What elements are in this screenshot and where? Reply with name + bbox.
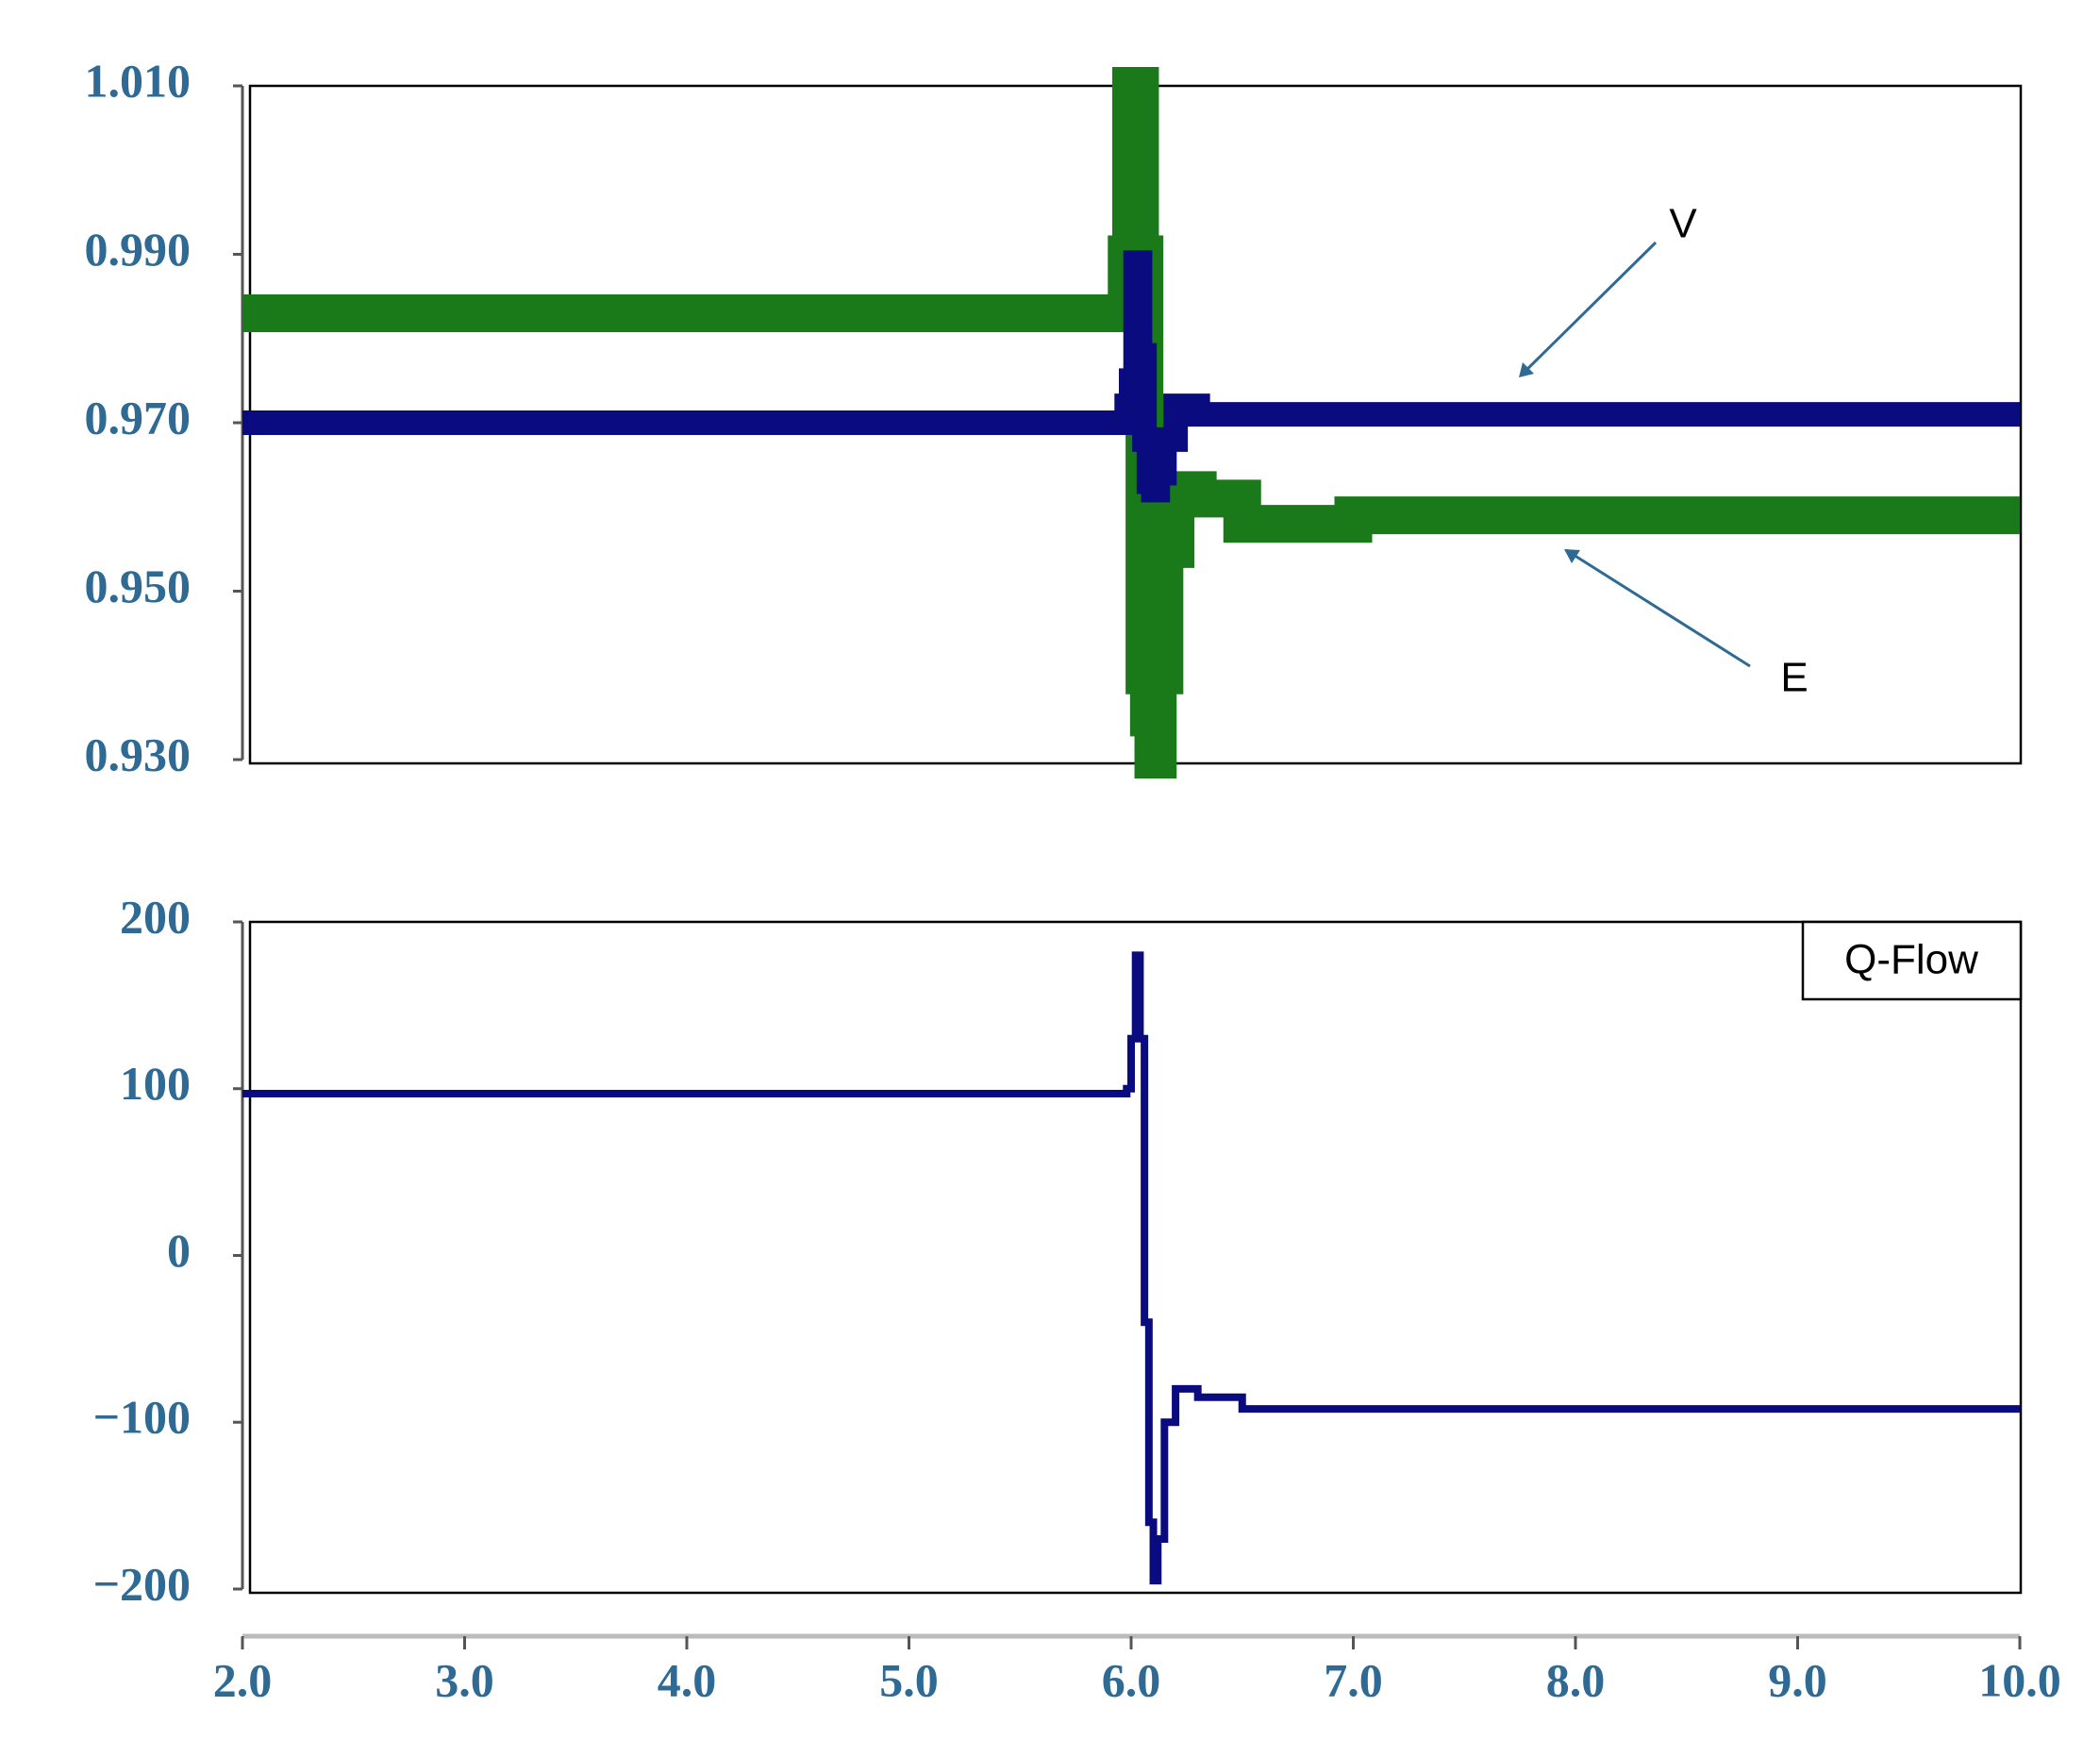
y-tick-label: −200 — [93, 1557, 192, 1610]
x-tick-label: 5.0 — [879, 1653, 939, 1706]
series-annotation: E — [1780, 655, 1808, 701]
x-tick-label: 9.0 — [1768, 1653, 1827, 1706]
y-tick-label: 0.990 — [85, 223, 192, 276]
x-tick-label: 7.0 — [1324, 1653, 1383, 1706]
y-tick-label: 1.010 — [85, 54, 192, 107]
series-line — [242, 67, 2020, 778]
x-tick-label: 3.0 — [435, 1653, 494, 1706]
y-tick-label: −100 — [93, 1391, 192, 1444]
y-tick-label: 100 — [120, 1057, 191, 1110]
x-tick-label: 2.0 — [213, 1653, 273, 1706]
x-tick-label: 6.0 — [1102, 1653, 1161, 1706]
x-tick-label: 10.0 — [1978, 1653, 2061, 1706]
x-tick-label: 4.0 — [658, 1653, 717, 1706]
y-tick-label: 0 — [167, 1224, 191, 1277]
plot-frame — [248, 920, 2023, 1595]
y-tick-label: 0.930 — [85, 728, 192, 780]
series-line — [242, 250, 2020, 503]
arrow-head — [1564, 549, 1580, 563]
legend-box — [1801, 920, 2023, 1001]
annotation-arrow — [1519, 241, 1658, 377]
series-annotation: V — [1669, 201, 1697, 247]
series-line — [242, 951, 2020, 1585]
x-tick-label: 8.0 — [1546, 1653, 1606, 1706]
y-tick-label: 0.950 — [85, 560, 192, 612]
y-tick-label: 0.970 — [85, 391, 192, 443]
annotation-arrow — [1565, 548, 1751, 668]
y-tick-label: 200 — [120, 890, 191, 943]
legend-label: Q-Flow — [1844, 937, 1978, 983]
arrow-head — [1519, 362, 1534, 377]
